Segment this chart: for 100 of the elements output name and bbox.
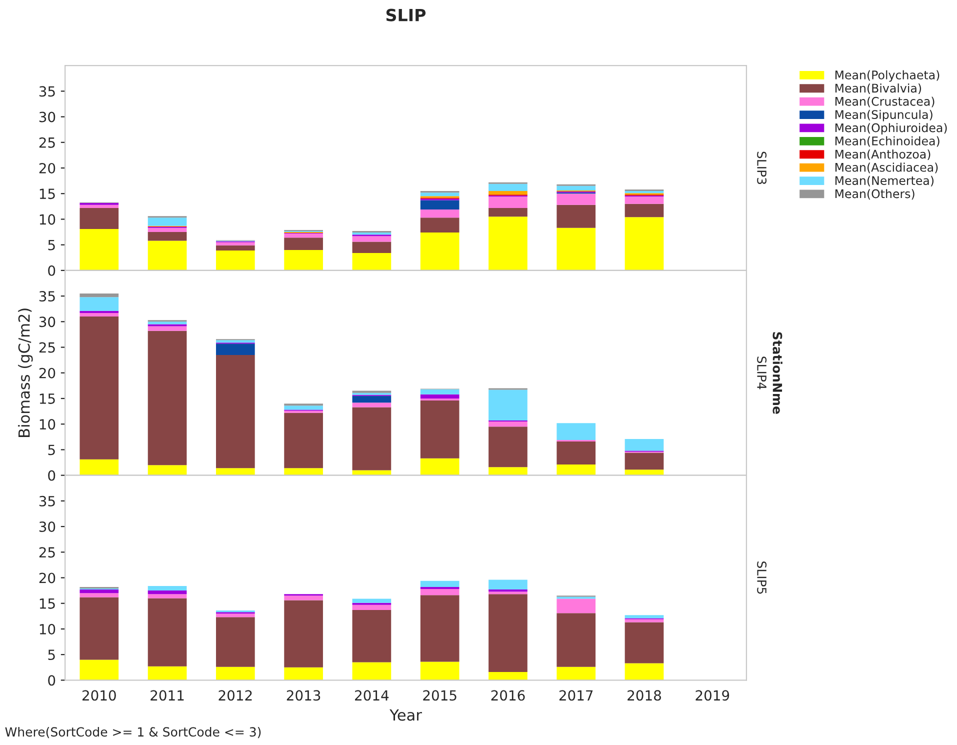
- bar: [556, 464, 596, 476]
- bar: [352, 242, 392, 254]
- bar: [556, 666, 596, 680]
- legend-label: Mean(Sipuncula): [835, 110, 932, 122]
- bar: [148, 594, 187, 598]
- legend-label: Mean(Anthozoa): [835, 149, 930, 160]
- bar: [216, 666, 255, 680]
- bar: [420, 200, 460, 210]
- bar: [420, 662, 460, 680]
- y-tick-label: 10: [40, 624, 56, 634]
- y-tick-label: 15: [40, 188, 55, 200]
- bar: [420, 209, 460, 218]
- bar: [148, 240, 187, 270]
- bar: [80, 297, 119, 311]
- bar: [488, 467, 528, 476]
- bar: [624, 452, 664, 470]
- x-tick-label: 2017: [559, 690, 593, 701]
- y-tick-label: 20: [39, 368, 56, 378]
- bar: [488, 208, 528, 217]
- bar: [420, 389, 460, 394]
- bar: [148, 330, 187, 466]
- bar: [556, 186, 596, 191]
- legend-label: Mean(Echinoidea): [835, 136, 940, 147]
- x-axis-title: Year: [390, 709, 422, 721]
- bar: [80, 660, 119, 680]
- y-tick-label: 10: [40, 419, 56, 430]
- legend-label: Mean(Polychaeta): [835, 70, 940, 82]
- y-tick-label: 0: [48, 265, 56, 276]
- y-tick-label: 35: [39, 496, 55, 506]
- bar: [148, 232, 187, 241]
- y-tick-label: 15: [40, 394, 55, 404]
- bar: [352, 396, 392, 403]
- bar: [488, 672, 528, 680]
- bar: [284, 250, 323, 270]
- bar: [352, 236, 392, 242]
- y2-axis-title: SLIP4: [757, 356, 767, 390]
- bar: [624, 438, 664, 451]
- y-tick-label: 0: [48, 470, 56, 481]
- bar: [284, 596, 323, 600]
- bar: [80, 208, 119, 229]
- bar: [556, 598, 596, 614]
- x-tick-label: 2012: [218, 690, 252, 701]
- bar: [148, 218, 187, 226]
- y-tick-label: 25: [39, 137, 55, 148]
- bar: [488, 390, 528, 421]
- chart-title: SLIP: [386, 8, 426, 22]
- bar: [420, 394, 460, 398]
- bar: [284, 238, 323, 250]
- y2-axis-title: SLIP5: [757, 562, 767, 594]
- legend-label: Mean(Nemertea): [835, 176, 934, 186]
- x-tick-label: 2013: [286, 690, 320, 701]
- bar: [488, 196, 528, 208]
- bar: [80, 312, 119, 317]
- bar: [352, 407, 392, 470]
- bar: [352, 470, 392, 476]
- bar: [624, 663, 664, 680]
- bar: [624, 615, 664, 618]
- bar: [556, 423, 596, 440]
- y-tick-label: 0: [48, 675, 56, 686]
- y-tick-label: 25: [39, 547, 55, 558]
- bar: [488, 594, 528, 672]
- bar: [420, 580, 460, 587]
- bar: [624, 217, 664, 270]
- bar: [80, 590, 119, 594]
- bar: [352, 253, 392, 270]
- y-tick-label: 15: [40, 598, 55, 609]
- y-tick-label: 5: [48, 650, 55, 660]
- bar: [556, 442, 596, 465]
- bar: [352, 598, 392, 603]
- bar: [488, 426, 528, 468]
- y-tick-label: 30: [39, 316, 56, 328]
- bar: [624, 204, 664, 218]
- bar: [420, 218, 460, 233]
- y-axis-title: Biomass (gC/m2): [18, 308, 33, 437]
- bar: [80, 228, 119, 270]
- bar: [216, 340, 255, 343]
- bar: [420, 192, 460, 196]
- bar: [420, 586, 460, 590]
- bar: [216, 250, 255, 270]
- x-tick-label: 2014: [355, 690, 389, 701]
- bar: [216, 354, 255, 468]
- y-tick-label: 25: [39, 342, 55, 353]
- x-tick-label: 2010: [82, 690, 116, 701]
- bar: [488, 580, 528, 590]
- y-tick-label: 30: [39, 521, 56, 532]
- bar: [284, 468, 323, 476]
- bar: [284, 412, 323, 468]
- bar: [284, 667, 323, 680]
- bar: [556, 228, 596, 270]
- bar: [148, 465, 187, 476]
- bar: [624, 470, 664, 476]
- y-tick-label: 5: [48, 444, 55, 456]
- legend-label: Mean(Ophiuroidea): [835, 123, 947, 135]
- text: Where(SortCode >= 1 & SortCode <= 3): [5, 726, 261, 738]
- x-tick-label: 2019: [696, 690, 730, 701]
- bar: [352, 610, 392, 662]
- bar: [488, 216, 528, 270]
- y-tick-label: 20: [39, 162, 56, 174]
- bar: [556, 194, 596, 205]
- bar: [624, 619, 664, 622]
